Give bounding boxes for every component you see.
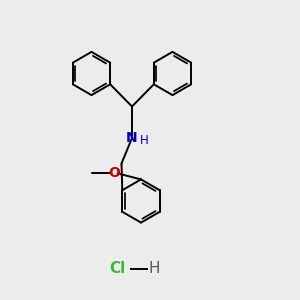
Text: N: N [126,131,138,145]
Text: H: H [149,261,160,276]
Text: O: O [109,167,121,180]
Text: Cl: Cl [110,261,126,276]
Text: H: H [140,134,149,148]
